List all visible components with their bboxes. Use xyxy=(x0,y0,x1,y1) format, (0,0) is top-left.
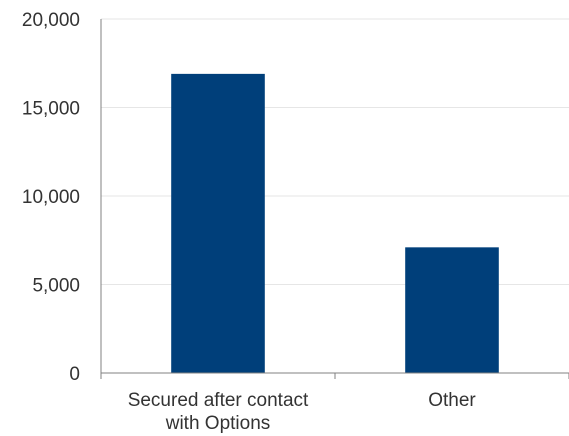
y-tick-label: 20,000 xyxy=(22,10,80,31)
bar-0 xyxy=(171,73,265,374)
y-tick-label: 15,000 xyxy=(22,99,80,120)
axes xyxy=(100,19,569,379)
bar-1 xyxy=(405,247,499,373)
x-category-label: Other xyxy=(428,390,476,411)
y-tick-label: 0 xyxy=(69,364,80,385)
x-category-label: Secured after contact with Options xyxy=(128,390,309,434)
y-tick-label: 10,000 xyxy=(22,187,80,208)
y-tick-labels: 0 5,000 10,000 15,000 20,000 xyxy=(22,10,80,385)
y-tick-label: 5,000 xyxy=(32,276,80,297)
x-category-labels: Secured after contact with Options Other xyxy=(128,390,477,434)
bars xyxy=(171,73,499,374)
